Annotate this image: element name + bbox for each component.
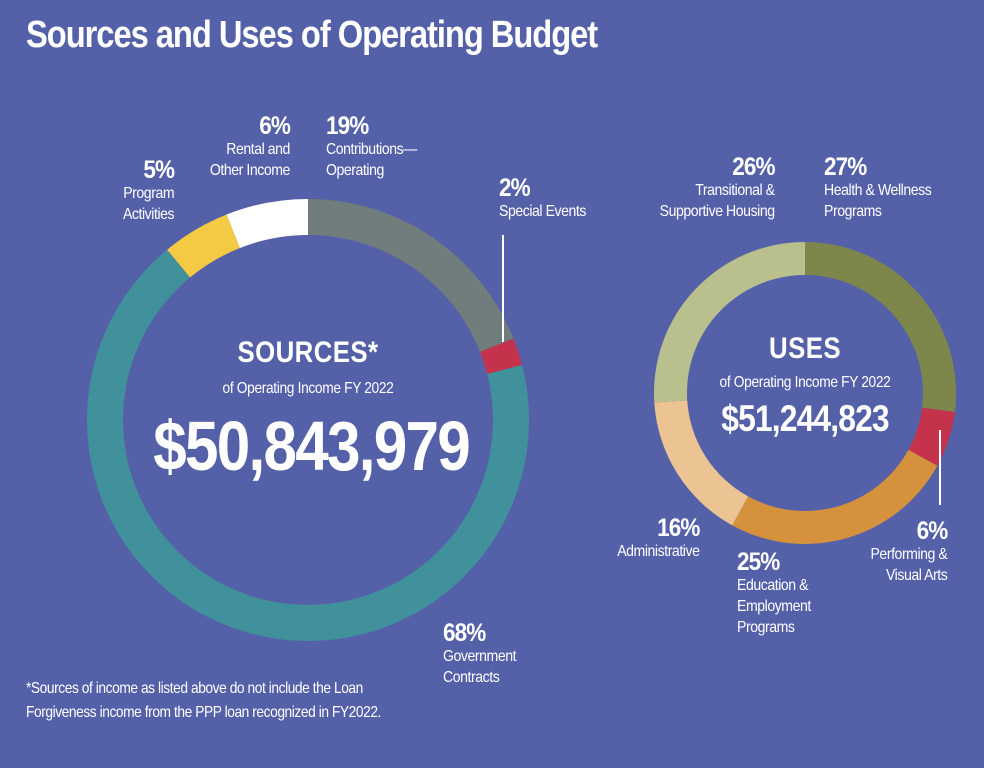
donut-slice-performing-visual-arts [908,407,955,466]
label-contributions-operating: 19% Contributions— Operating [326,114,429,181]
donut-slice-program-activities [167,214,240,278]
donut-slice-transitional-supportive-housing [654,242,805,403]
sources-subtitle: of Operating Income FY 2022 [222,380,394,397]
donut-slice-health-wellness-programs [805,242,956,412]
line: Transitional & [695,182,776,199]
line: Performing & [870,546,947,563]
line: Health & Wellness [824,182,932,199]
page-title: Sources and Uses of Operating Budget [26,14,598,56]
pct: 16% [656,514,700,542]
pct: 2% [499,174,531,202]
label-performing-visual-arts: 6% Performing & Visual Arts [860,517,948,586]
line: Employment [737,598,811,615]
line: Rental and [226,141,290,158]
donut-slice-administrative [654,400,749,526]
performing-arts-leader-line [939,430,941,505]
uses-total: $51,244,823 [721,398,889,439]
line: Supportive Housing [660,203,775,220]
line: Administrative [616,543,700,560]
label-transitional-housing: 26% Transitional & Supportive Housing [644,153,776,222]
label-special-events: 2% Special Events [499,176,598,222]
line: Special Events [499,203,586,220]
uses-donut [654,242,956,545]
label-program-activities: 5% Program Activities [116,156,175,225]
line: Contributions— [326,141,417,158]
line: Other Income [209,162,290,179]
sources-heading: SOURCES* [237,336,379,369]
footnote: *Sources of income as listed above do no… [26,680,381,721]
uses-center-label: USES of Operating Income FY 2022 $51,244… [665,332,945,440]
donut-slice-education-employment-programs [732,449,938,545]
line: Programs [824,203,882,220]
sources-center-label: SOURCES* of Operating Income FY 2022 $50… [128,336,488,486]
label-health-wellness: 27% Health & Wellness Programs [824,155,946,222]
line: Visual Arts [885,567,948,584]
label-government-contracts: 68% Government Contracts [443,621,526,688]
line: Program [123,185,174,202]
line: Contracts [443,669,500,686]
label-rental-other-income: 6% Rental and Other Income [199,112,291,181]
line: Operating [326,162,384,179]
donut-slice-special-events [480,338,523,374]
pct: 6% [259,112,291,140]
pct: 6% [916,517,948,545]
donut-slice-government-contracts [87,249,530,642]
line: Education & [737,577,809,594]
line: Activities [122,206,175,223]
pct: 68% [443,619,486,647]
donut-slice-contributions-operating [308,199,514,352]
special-events-leader-line [502,235,504,342]
label-education-employment: 25% Education & Employment Programs [737,550,821,638]
uses-heading: USES [769,332,841,365]
pct: 26% [732,153,776,181]
sources-total: $50,843,979 [153,407,471,485]
line: Government [443,648,517,665]
pct: 19% [326,112,369,140]
label-administrative: 16% Administrative [606,514,700,562]
donut-slice-rental-and-other-income [226,199,308,248]
pct: 5% [143,156,175,184]
pct: 27% [824,153,867,181]
pct: 25% [737,548,780,576]
sources-donut [87,199,530,642]
line: Programs [737,619,795,636]
uses-subtitle: of Operating Income FY 2022 [719,374,891,391]
